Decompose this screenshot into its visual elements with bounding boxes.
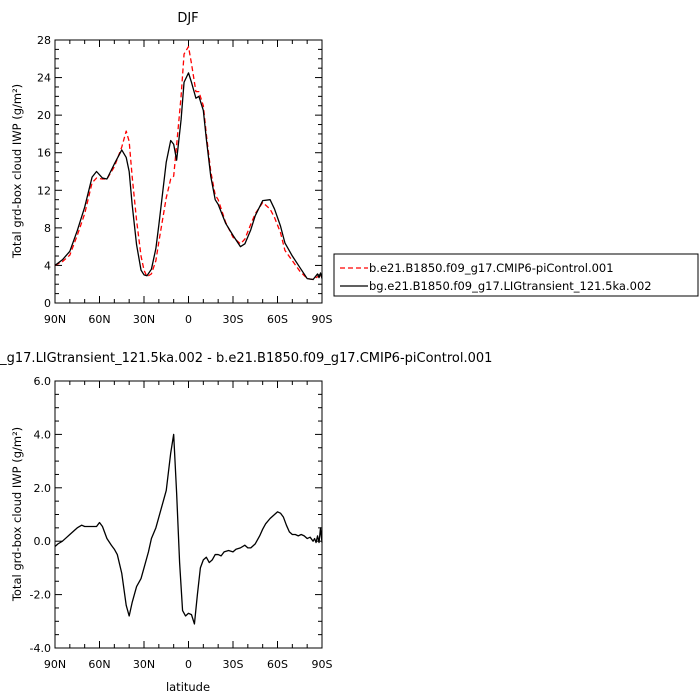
series-line-difference xyxy=(54,433,323,625)
y-axis-label: Total grd-box cloud IWP (g/m²) xyxy=(10,84,24,259)
x-axis-label: latitude xyxy=(166,680,210,694)
y-tick-label: 20 xyxy=(37,109,51,122)
legend-label-transient: bg.e21.B1850.f09_g17.LIGtransient_121.5k… xyxy=(369,279,652,293)
plot-frame xyxy=(54,39,323,304)
y-tick-label: -4.0 xyxy=(30,642,51,655)
x-tick-label: 90N xyxy=(44,658,66,671)
y-tick-label: 0 xyxy=(44,297,51,310)
y-tick-label: 6.0 xyxy=(34,375,52,388)
y-tick-label: 8 xyxy=(44,222,51,235)
y-tick-label: 4 xyxy=(44,259,51,272)
x-tick-label: 90S xyxy=(312,658,333,671)
y-tick-label: 2.0 xyxy=(34,482,52,495)
x-tick-label: 0 xyxy=(185,658,192,671)
y-axis-label: Total grd-box cloud IWP (g/m²) xyxy=(10,427,24,602)
x-tick-label: 60N xyxy=(88,313,110,326)
x-tick-label: 0 xyxy=(185,313,192,326)
difference-title: bg.e21.B1850.f09_g17.LIGtransient_121.5k… xyxy=(0,351,492,366)
x-tick-label: 30S xyxy=(223,658,244,671)
y-tick-label: 28 xyxy=(37,34,51,47)
legend-label-control: b.e21.B1850.f09_g17.CMIP6-piControl.001 xyxy=(369,261,614,275)
series-line-transient xyxy=(54,72,323,281)
x-tick-label: 60N xyxy=(88,658,110,671)
series-line-control xyxy=(54,45,323,281)
y-tick-label: 4.0 xyxy=(34,428,52,441)
x-tick-label: 30S xyxy=(223,313,244,326)
panel-djf: DJF 90N 60N 30N 0 30S 60S 90S 0 4 8 12 16 20 24 28 Tot… xyxy=(10,11,333,326)
y-tick-label: -2.0 xyxy=(30,589,51,602)
x-tick-label: 30N xyxy=(133,313,155,326)
x-tick-label: 90N xyxy=(44,313,66,326)
legend: b.e21.B1850.f09_g17.CMIP6-piControl.001 … xyxy=(333,253,699,297)
chart-title: DJF xyxy=(177,11,198,26)
legend-box xyxy=(333,253,699,297)
y-tick-label: 24 xyxy=(37,72,51,85)
y-tick-label: 12 xyxy=(37,184,51,197)
x-tick-label: 60S xyxy=(267,658,288,671)
y-tick-label: 0.0 xyxy=(34,535,52,548)
y-tick-label: 16 xyxy=(37,147,51,160)
x-tick-label: 30N xyxy=(133,658,155,671)
x-tick-label: 60S xyxy=(267,313,288,326)
panel-difference: bg.e21.B1850.f09_g17.LIGtransient_121.5k… xyxy=(0,351,492,694)
x-tick-label: 90S xyxy=(312,313,333,326)
